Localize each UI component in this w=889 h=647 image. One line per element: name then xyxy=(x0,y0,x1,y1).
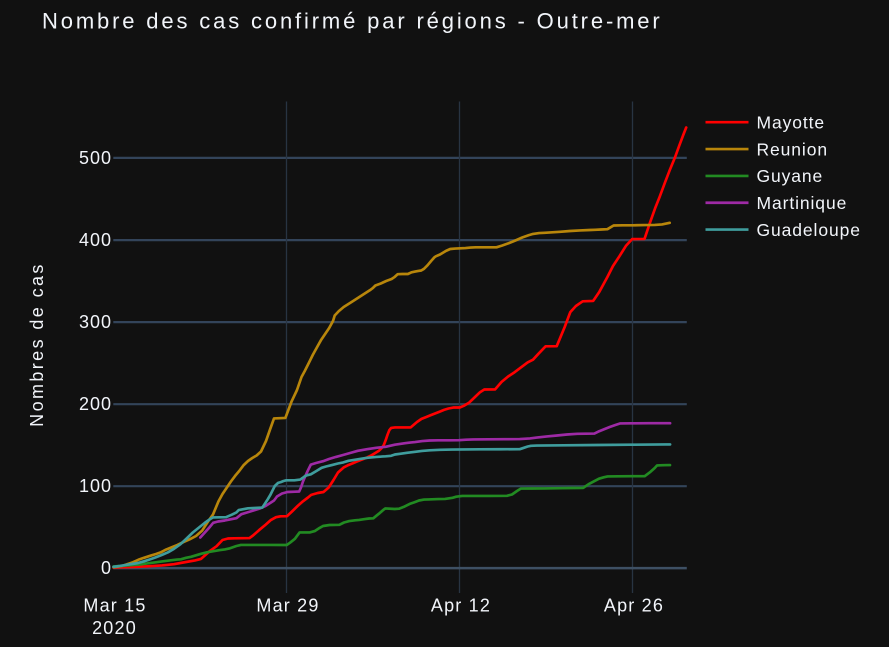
svg-text:Apr 26: Apr 26 xyxy=(604,596,664,616)
svg-text:Nombre des cas confirmé par ré: Nombre des cas confirmé par régions - Ou… xyxy=(42,9,663,34)
svg-text:2020: 2020 xyxy=(92,618,137,638)
svg-text:Martinique: Martinique xyxy=(757,193,848,213)
svg-text:0: 0 xyxy=(101,558,112,578)
svg-text:500: 500 xyxy=(79,148,112,168)
svg-text:100: 100 xyxy=(79,476,112,496)
svg-text:300: 300 xyxy=(79,312,112,332)
svg-text:Guyane: Guyane xyxy=(757,166,824,186)
svg-text:Mar 15: Mar 15 xyxy=(83,596,146,616)
svg-text:Apr 12: Apr 12 xyxy=(431,596,491,616)
svg-text:400: 400 xyxy=(79,230,112,250)
svg-text:Guadeloupe: Guadeloupe xyxy=(757,220,861,240)
svg-text:200: 200 xyxy=(79,394,112,414)
svg-text:Nombres de cas: Nombres de cas xyxy=(27,262,47,427)
svg-text:Mar 29: Mar 29 xyxy=(256,596,319,616)
svg-text:Reunion: Reunion xyxy=(757,139,829,159)
svg-text:Mayotte: Mayotte xyxy=(757,113,826,133)
